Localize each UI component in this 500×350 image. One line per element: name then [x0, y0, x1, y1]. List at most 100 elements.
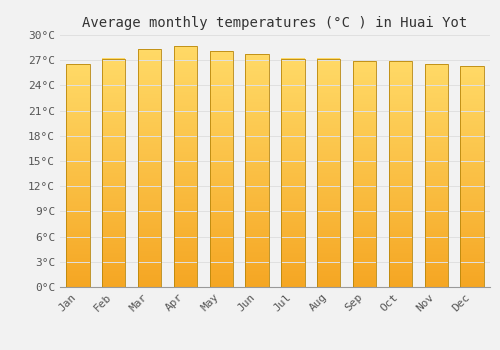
- Bar: [102, 118, 126, 119]
- Bar: [66, 110, 90, 111]
- Bar: [424, 105, 448, 107]
- Bar: [174, 106, 197, 107]
- Bar: [66, 246, 90, 247]
- Bar: [424, 225, 448, 226]
- Bar: [246, 74, 268, 75]
- Bar: [102, 71, 126, 72]
- Bar: [282, 241, 304, 243]
- Bar: [138, 116, 161, 117]
- Bar: [66, 162, 90, 163]
- Bar: [138, 219, 161, 220]
- Bar: [317, 150, 340, 151]
- Bar: [174, 155, 197, 157]
- Bar: [389, 248, 412, 250]
- Bar: [389, 111, 412, 112]
- Bar: [210, 254, 233, 255]
- Bar: [353, 172, 376, 173]
- Bar: [66, 207, 90, 208]
- Bar: [210, 82, 233, 83]
- Bar: [282, 124, 304, 125]
- Bar: [282, 178, 304, 180]
- Bar: [210, 56, 233, 57]
- Bar: [424, 176, 448, 177]
- Bar: [353, 89, 376, 90]
- Bar: [210, 170, 233, 172]
- Bar: [66, 229, 90, 230]
- Bar: [424, 126, 448, 127]
- Bar: [424, 173, 448, 175]
- Bar: [246, 282, 268, 284]
- Bar: [66, 168, 90, 169]
- Bar: [424, 116, 448, 117]
- Bar: [138, 257, 161, 258]
- Bar: [282, 153, 304, 154]
- Bar: [138, 112, 161, 113]
- Bar: [66, 268, 90, 269]
- Bar: [460, 120, 483, 121]
- Bar: [102, 280, 126, 281]
- Bar: [210, 138, 233, 139]
- Bar: [317, 165, 340, 166]
- Bar: [66, 220, 90, 221]
- Bar: [353, 239, 376, 241]
- Bar: [174, 134, 197, 135]
- Bar: [282, 258, 304, 260]
- Bar: [424, 96, 448, 97]
- Bar: [424, 249, 448, 250]
- Bar: [317, 155, 340, 157]
- Bar: [246, 141, 268, 143]
- Bar: [424, 109, 448, 110]
- Bar: [353, 99, 376, 100]
- Bar: [210, 97, 233, 98]
- Bar: [174, 154, 197, 156]
- Bar: [66, 280, 90, 281]
- Bar: [210, 221, 233, 222]
- Bar: [282, 113, 304, 114]
- Bar: [246, 232, 268, 233]
- Bar: [353, 242, 376, 243]
- Bar: [317, 270, 340, 271]
- Bar: [353, 72, 376, 74]
- Bar: [460, 260, 483, 261]
- Bar: [460, 167, 483, 168]
- Bar: [282, 73, 304, 75]
- Bar: [102, 202, 126, 204]
- Bar: [424, 282, 448, 284]
- Bar: [460, 251, 483, 252]
- Bar: [460, 108, 483, 109]
- Bar: [317, 145, 340, 147]
- Bar: [102, 88, 126, 89]
- Bar: [317, 103, 340, 104]
- Bar: [317, 148, 340, 149]
- Bar: [353, 74, 376, 75]
- Bar: [424, 278, 448, 279]
- Bar: [102, 98, 126, 100]
- Bar: [138, 225, 161, 226]
- Bar: [66, 256, 90, 257]
- Bar: [282, 238, 304, 239]
- Bar: [102, 132, 126, 133]
- Bar: [102, 281, 126, 282]
- Bar: [66, 100, 90, 101]
- Bar: [389, 268, 412, 269]
- Bar: [246, 120, 268, 122]
- Bar: [317, 153, 340, 154]
- Bar: [460, 122, 483, 124]
- Bar: [138, 262, 161, 263]
- Bar: [66, 131, 90, 132]
- Bar: [424, 127, 448, 128]
- Bar: [102, 99, 126, 101]
- Bar: [102, 205, 126, 206]
- Bar: [246, 138, 268, 139]
- Bar: [282, 122, 304, 124]
- Bar: [353, 203, 376, 204]
- Bar: [66, 238, 90, 239]
- Bar: [102, 136, 126, 137]
- Bar: [246, 267, 268, 268]
- Bar: [174, 260, 197, 262]
- Bar: [317, 178, 340, 180]
- Bar: [389, 119, 412, 120]
- Bar: [424, 83, 448, 84]
- Bar: [66, 232, 90, 233]
- Bar: [138, 86, 161, 87]
